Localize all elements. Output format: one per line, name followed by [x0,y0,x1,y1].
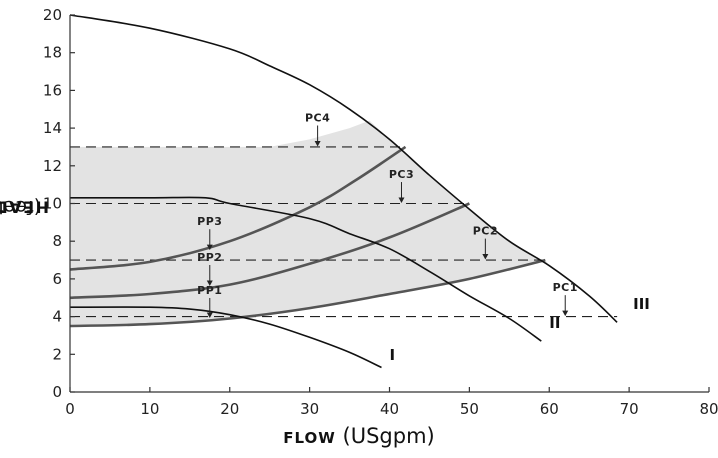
y-tick-label: 16 [43,81,62,99]
y-tick-label: 18 [43,44,62,62]
x-tick-label: 30 [300,400,319,418]
system-curve [69,145,407,271]
mode-label-pp1: PP1 [197,284,222,297]
mode-label-pc1: PC1 [553,281,578,294]
axes: 0 10 20 30 40 50 60 70 80 0 2 4 6 8 10 12 14 16 18 20 [43,6,718,418]
pump-speed-curves [69,14,618,369]
system-curve [69,258,546,328]
y-tick-label: 0 [52,383,62,401]
curve-label-iii: III [633,295,650,313]
operating-region [70,120,550,326]
curve-label-ii: II [549,314,560,332]
x-tick-label: 40 [380,400,399,418]
x-tick-label: 70 [620,400,639,418]
mode-markers: PC4 PC3 PC2 PC1 PP3 PP2 PP1 [197,112,578,318]
speed-curve-iii [69,14,618,323]
system-curve [69,202,470,300]
x-tick-label: 60 [540,400,559,418]
mode-arrowhead [482,254,489,260]
x-tick-label: 10 [140,400,159,418]
mode-arrowhead [562,310,569,317]
mode-arrowhead [398,197,405,203]
y-tick-label: 10 [43,195,62,213]
reference-lines [70,146,618,318]
curve-label-i: I [390,346,396,364]
mode-label-pc3: PC3 [389,168,414,181]
y-tick-label: 2 [52,345,62,363]
mode-arrowhead [206,312,213,318]
operating-region-area [70,120,550,326]
y-tick-label: 6 [52,270,62,288]
speed-curve-ii [70,196,542,342]
x-axis-label: FLOW (USgpm) [0,424,718,448]
y-tick-label: 14 [43,119,62,137]
y-tick-label: 8 [52,232,62,250]
mode-arrowhead [206,244,213,251]
y-axis-label-unit: (feet) [0,196,42,218]
y-tick-label: 20 [43,6,62,24]
mode-label-pp3: PP3 [197,215,222,228]
mode-label-pp2: PP2 [197,251,222,264]
mode-label-pc2: PC2 [473,225,498,238]
mode-label-pc4: PC4 [305,112,330,125]
x-tick-label: 20 [220,400,239,418]
x-tick-label: 0 [65,400,75,418]
y-tick-label: 12 [43,157,62,175]
system-curves [69,145,546,328]
x-tick-label: 50 [460,400,479,418]
y-tick-label: 4 [52,308,62,326]
mode-arrowhead [206,280,213,286]
mode-arrowhead [314,140,321,147]
x-tick-label: 80 [699,400,718,418]
x-axis-label-caps: FLOW [283,429,336,447]
speed-curve-i [69,306,382,369]
x-axis-label-unit: (USgpm) [335,424,435,448]
